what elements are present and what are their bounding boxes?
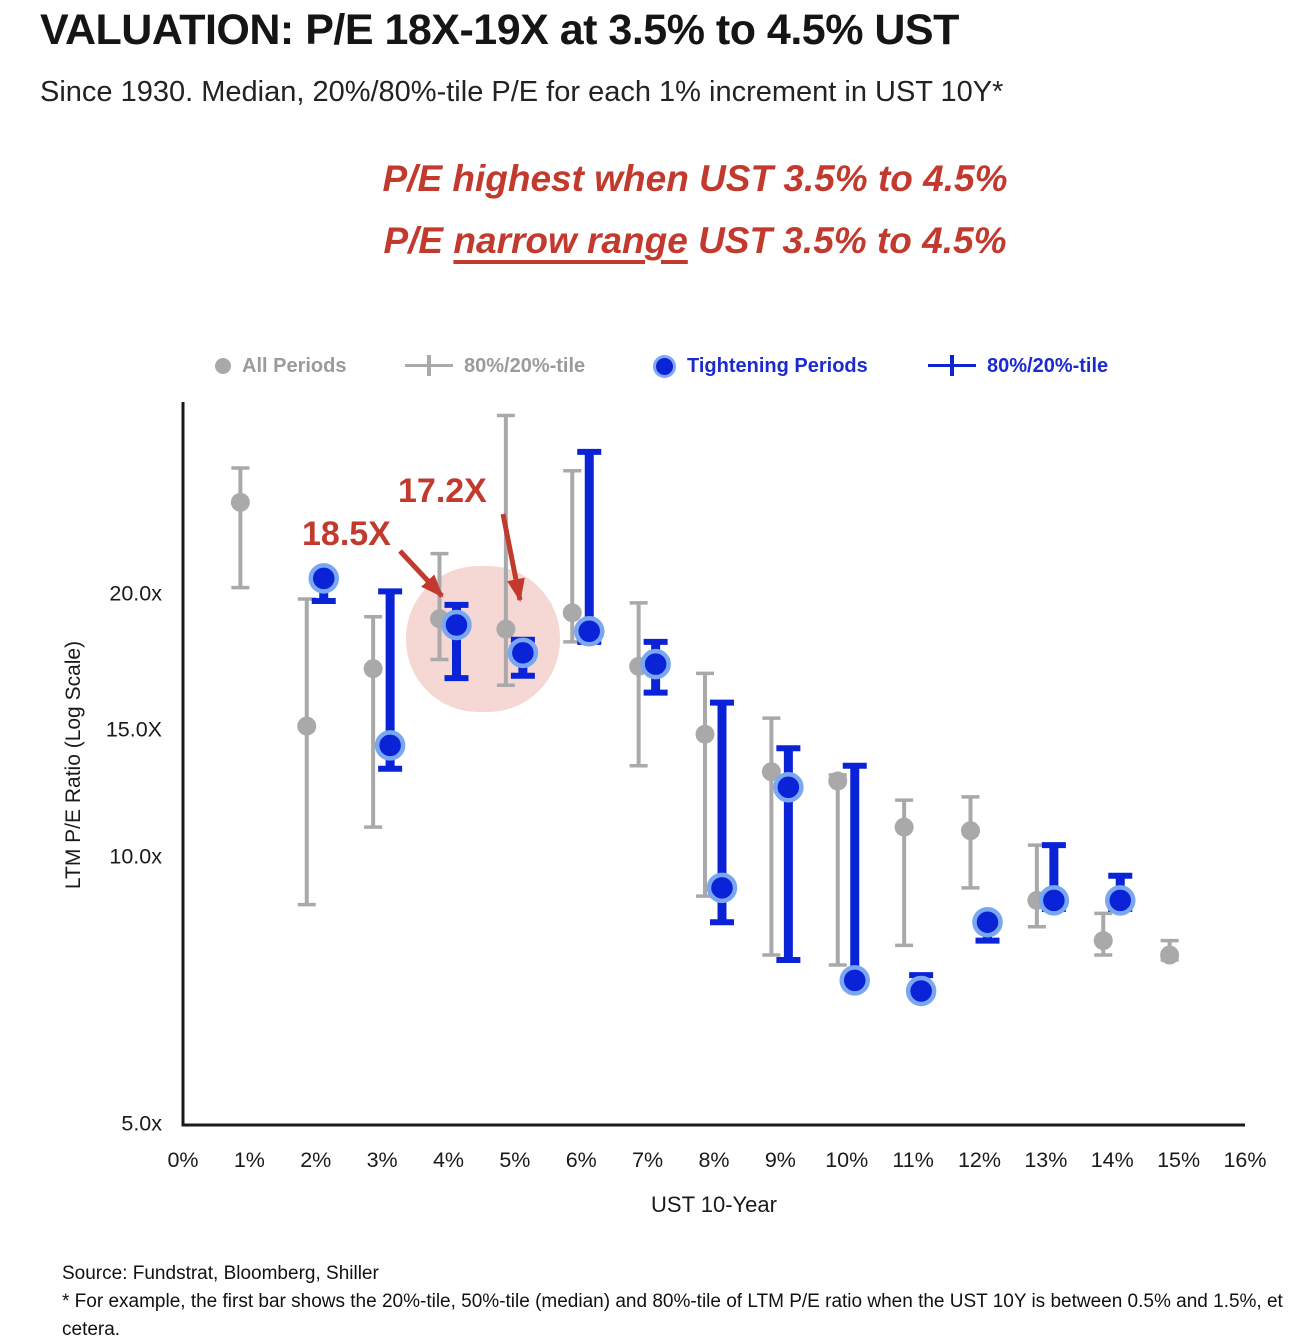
legend-item-blue-percentile: 80%/20%-tile [928, 348, 1108, 384]
x-tick-label: 12% [958, 1148, 1001, 1172]
legend-label: All Periods [242, 354, 347, 377]
tightening-median-dot [972, 906, 1003, 938]
all-periods-median-dot [961, 821, 980, 841]
all-periods-median-dot [230, 492, 250, 512]
x-tick-label: 13% [1024, 1148, 1067, 1172]
y-tick-label: 15.0X [106, 718, 162, 742]
annotation-arrow [398, 549, 444, 598]
tightening-median-dot [308, 563, 339, 594]
callout-line-2: P/E narrow range UST 3.5% to 4.5% [383, 220, 1007, 261]
footnote: * For example, the first bar shows the 2… [62, 1291, 1283, 1340]
y-tick-label: 20.0x [109, 582, 162, 606]
blue-errorbar-icon [928, 354, 976, 378]
x-tick-label: 8% [698, 1148, 729, 1172]
x-tick-label: 2% [300, 1148, 331, 1172]
x-tick-label: 14% [1091, 1148, 1134, 1172]
all-periods-median-dot [297, 716, 317, 736]
all-periods-median-dot [363, 659, 383, 679]
x-tick-label: 1% [234, 1148, 265, 1172]
red-callout: P/E highest when UST 3.5% to 4.5% P/E na… [94, 148, 1296, 272]
annotation-17-2x: 17.2X [398, 472, 487, 510]
underlined-phrase: narrow range [453, 220, 688, 261]
legend-item-gray-percentile: 80%/20%-tile [405, 348, 585, 384]
y-tick-label: 10.0x [109, 845, 162, 869]
page-title: VALUATION: P/E 18X-19X at 3.5% to 4.5% U… [40, 6, 959, 54]
tightening-median-dot [1105, 885, 1136, 916]
x-tick-label: 7% [632, 1148, 663, 1172]
all-periods-median-dot [695, 724, 715, 744]
legend-item-tightening-periods: Tightening Periods [653, 348, 868, 384]
tightening-median-dot [773, 771, 804, 803]
all-periods-median-dot [562, 603, 582, 623]
page-subtitle: Since 1930. Median, 20%/80%-tile P/E for… [40, 76, 1004, 108]
legend-item-all-periods: All Periods [215, 348, 346, 384]
series-tightening-periods [308, 448, 1136, 1007]
all-periods-median-dot [894, 817, 914, 837]
tightening-median-dot [374, 730, 406, 761]
all-periods-median-dot [1093, 931, 1113, 951]
tightening-median-dot [574, 615, 605, 647]
legend-label: 80%/20%-tile [987, 354, 1109, 377]
tightening-median-dot [706, 872, 738, 904]
x-tick-label: 9% [765, 1148, 796, 1172]
x-tick-label: 15% [1157, 1148, 1200, 1172]
all-periods-median-dot [496, 619, 516, 639]
annotation-arrow [500, 513, 525, 602]
tightening-median-dot [905, 975, 937, 1007]
series-all-periods [230, 413, 1180, 967]
source-line: Source: Fundstrat, Bloomberg, Shiller [62, 1263, 379, 1284]
blue-dot-icon [653, 354, 676, 378]
all-periods-median-dot [1160, 945, 1180, 965]
y-tick-label: 5.0x [121, 1112, 162, 1136]
x-tick-label: 6% [566, 1148, 597, 1172]
x-axis-title: UST 10-Year [651, 1192, 777, 1217]
tightening-median-dot [507, 637, 539, 669]
y-axis-title: LTM P/E Ratio (Log Scale) [62, 641, 85, 889]
all-periods-median-dot [761, 762, 781, 782]
gray-dot-icon [215, 358, 231, 374]
tightening-median-dot [1038, 885, 1070, 916]
x-tick-label: 16% [1223, 1148, 1266, 1172]
x-tick-label: 0% [167, 1148, 198, 1172]
x-tick-label: 10% [825, 1148, 868, 1172]
all-periods-median-dot [828, 771, 848, 791]
legend-label: 80%/20%-tile [464, 354, 586, 377]
x-tick-label: 5% [499, 1148, 530, 1172]
highlight-region [406, 566, 560, 712]
tightening-median-dot [839, 965, 870, 996]
tightening-median-dot [441, 609, 472, 641]
x-tick-label: 11% [892, 1148, 933, 1172]
annotation-18-5x: 18.5X [302, 515, 391, 553]
gray-errorbar-icon [405, 354, 453, 378]
x-tick-label: 3% [367, 1148, 398, 1172]
x-tick-label: 4% [433, 1148, 464, 1172]
callout-line-1: P/E highest when UST 3.5% to 4.5% [382, 158, 1008, 199]
legend: All Periods 80%/20%-tile Tightening Peri… [0, 348, 1296, 384]
tightening-median-dot [640, 648, 671, 680]
legend-label: Tightening Periods [687, 354, 868, 377]
footer: Source: Fundstrat, Bloomberg, Shiller * … [62, 1260, 1286, 1344]
